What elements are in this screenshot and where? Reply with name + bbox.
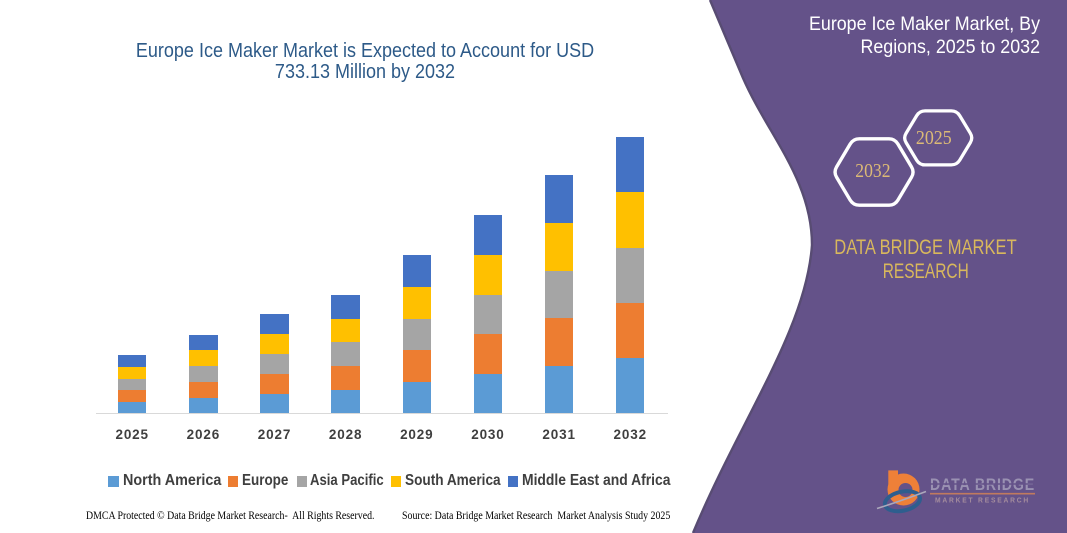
svg-text:2032: 2032 — [855, 160, 890, 182]
svg-text:MARKET RESEARCH: MARKET RESEARCH — [935, 495, 1030, 504]
svg-text:2025: 2025 — [916, 127, 952, 149]
